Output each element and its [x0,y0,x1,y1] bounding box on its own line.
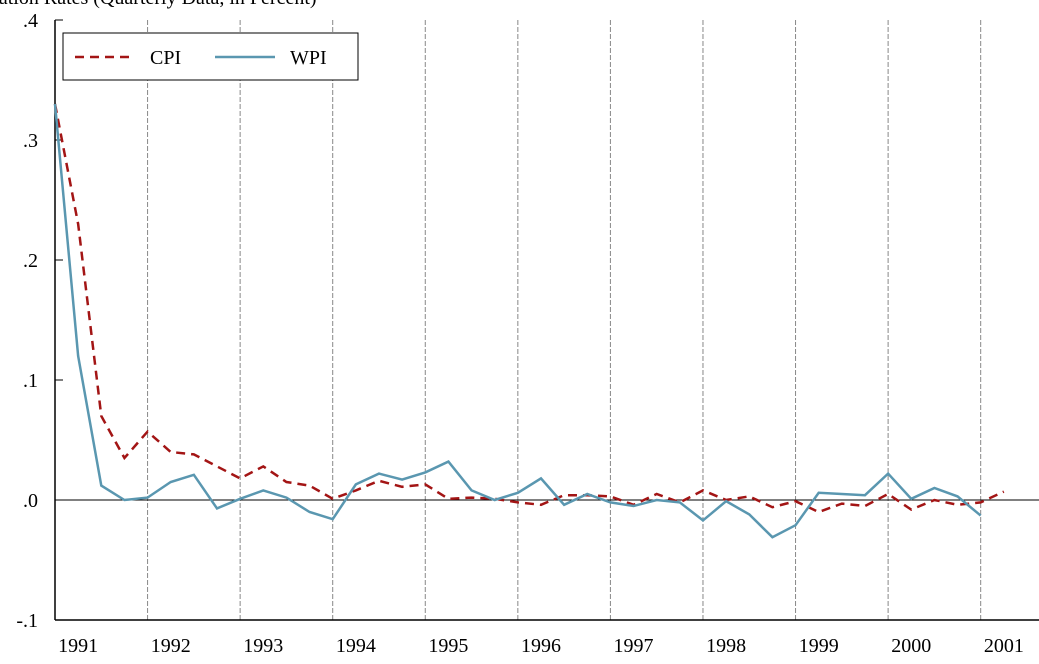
x-tick-label: 1995 [428,635,468,657]
x-tick-label: 2001 [984,635,1024,657]
legend-label: WPI [290,47,327,69]
x-tick-label: 1992 [151,635,191,657]
line-series [53,103,1005,514]
chart-title: Inflation Rates (Quarterly Data, in Perc… [0,0,317,9]
legend-label: CPI [150,47,181,69]
y-tick-label: .3 [23,130,38,152]
x-tick-label: 1993 [243,635,283,657]
x-tick-label: 1998 [706,635,746,657]
y-tick-label: -.1 [16,610,38,632]
y-tick-label: .1 [23,370,38,392]
y-tick-label: .0 [23,490,38,512]
y-tick-label: .4 [23,10,38,32]
y-tick-label: .2 [23,250,38,272]
x-tick-label: 1994 [336,635,376,657]
x-tick-label: 2000 [891,635,931,657]
x-tick-label: 1999 [799,635,839,657]
x-tick-label: 1991 [58,635,98,657]
x-tick-label: 1996 [521,635,561,657]
x-tick-label: 1997 [614,635,654,657]
line-series [53,103,982,539]
